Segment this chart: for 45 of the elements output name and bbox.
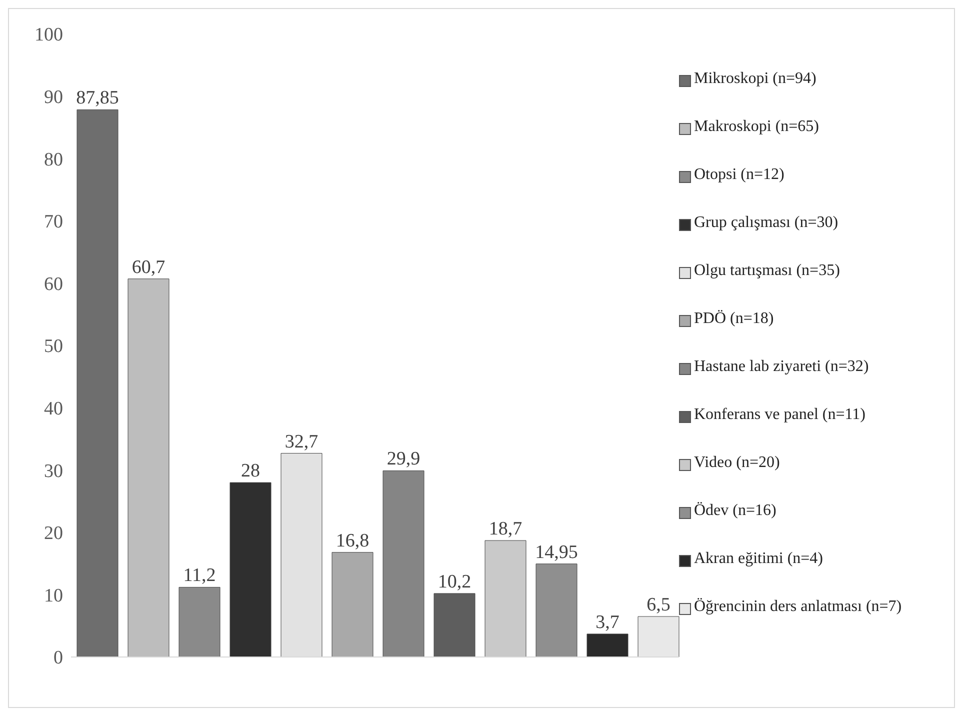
legend-label: Olgu tartışması (n=35) bbox=[694, 262, 841, 280]
bar bbox=[484, 540, 526, 657]
data-label: 28 bbox=[241, 460, 260, 482]
y-tick-label: 100 bbox=[34, 24, 63, 46]
y-tick-label: 40 bbox=[44, 398, 63, 420]
legend-label: Konferans ve panel (n=11) bbox=[694, 406, 866, 424]
bar bbox=[536, 564, 578, 657]
legend-label: Grup çalışması (n=30) bbox=[694, 214, 840, 232]
y-tick-label: 70 bbox=[44, 212, 63, 233]
bar bbox=[434, 593, 476, 657]
legend-label: Öğrencinin ders anlatması (n=7) bbox=[694, 598, 903, 616]
data-label: 60,7 bbox=[132, 256, 166, 278]
bar bbox=[76, 109, 118, 657]
y-tick-label: 80 bbox=[44, 149, 63, 170]
legend-label: Otopsi (n=12) bbox=[694, 166, 786, 184]
y-tick-label: 50 bbox=[44, 336, 63, 358]
data-label: 87,85 bbox=[76, 88, 119, 109]
data-label: 6,5 bbox=[646, 594, 670, 616]
legend-label: Ödev (n=16) bbox=[694, 502, 778, 520]
y-tick-label: 60 bbox=[44, 274, 63, 295]
legend-label: Hastane lab ziyareti (n=32) bbox=[694, 358, 870, 376]
data-label: 32,7 bbox=[284, 431, 318, 452]
y-tick-label: 20 bbox=[44, 523, 63, 544]
bar bbox=[332, 552, 374, 657]
y-tick-label: 30 bbox=[44, 460, 63, 482]
data-label: 14,95 bbox=[535, 542, 578, 563]
bar bbox=[230, 482, 272, 657]
legend-label: Akran eğitimi (n=4) bbox=[694, 550, 824, 568]
legend-label: Video (n=20) bbox=[694, 454, 781, 472]
bar bbox=[382, 470, 424, 657]
legend-label: PDÖ (n=18) bbox=[694, 310, 775, 328]
bar bbox=[178, 586, 220, 657]
y-tick-label: 10 bbox=[44, 585, 63, 606]
bar bbox=[586, 634, 628, 657]
legend-label: Mikroskopi (n=94) bbox=[694, 70, 818, 88]
y-tick-label: 90 bbox=[44, 87, 63, 108]
data-label: 16,8 bbox=[336, 530, 370, 552]
data-label: 11,2 bbox=[183, 565, 216, 586]
y-tick-label: 0 bbox=[54, 648, 63, 669]
data-label: 3,7 bbox=[596, 612, 620, 633]
data-label: 18,7 bbox=[488, 518, 522, 540]
legend-label: Makroskopi (n=65) bbox=[694, 118, 820, 136]
bar bbox=[128, 278, 170, 657]
data-label: 10,2 bbox=[438, 571, 472, 592]
data-label: 29,9 bbox=[386, 448, 420, 470]
